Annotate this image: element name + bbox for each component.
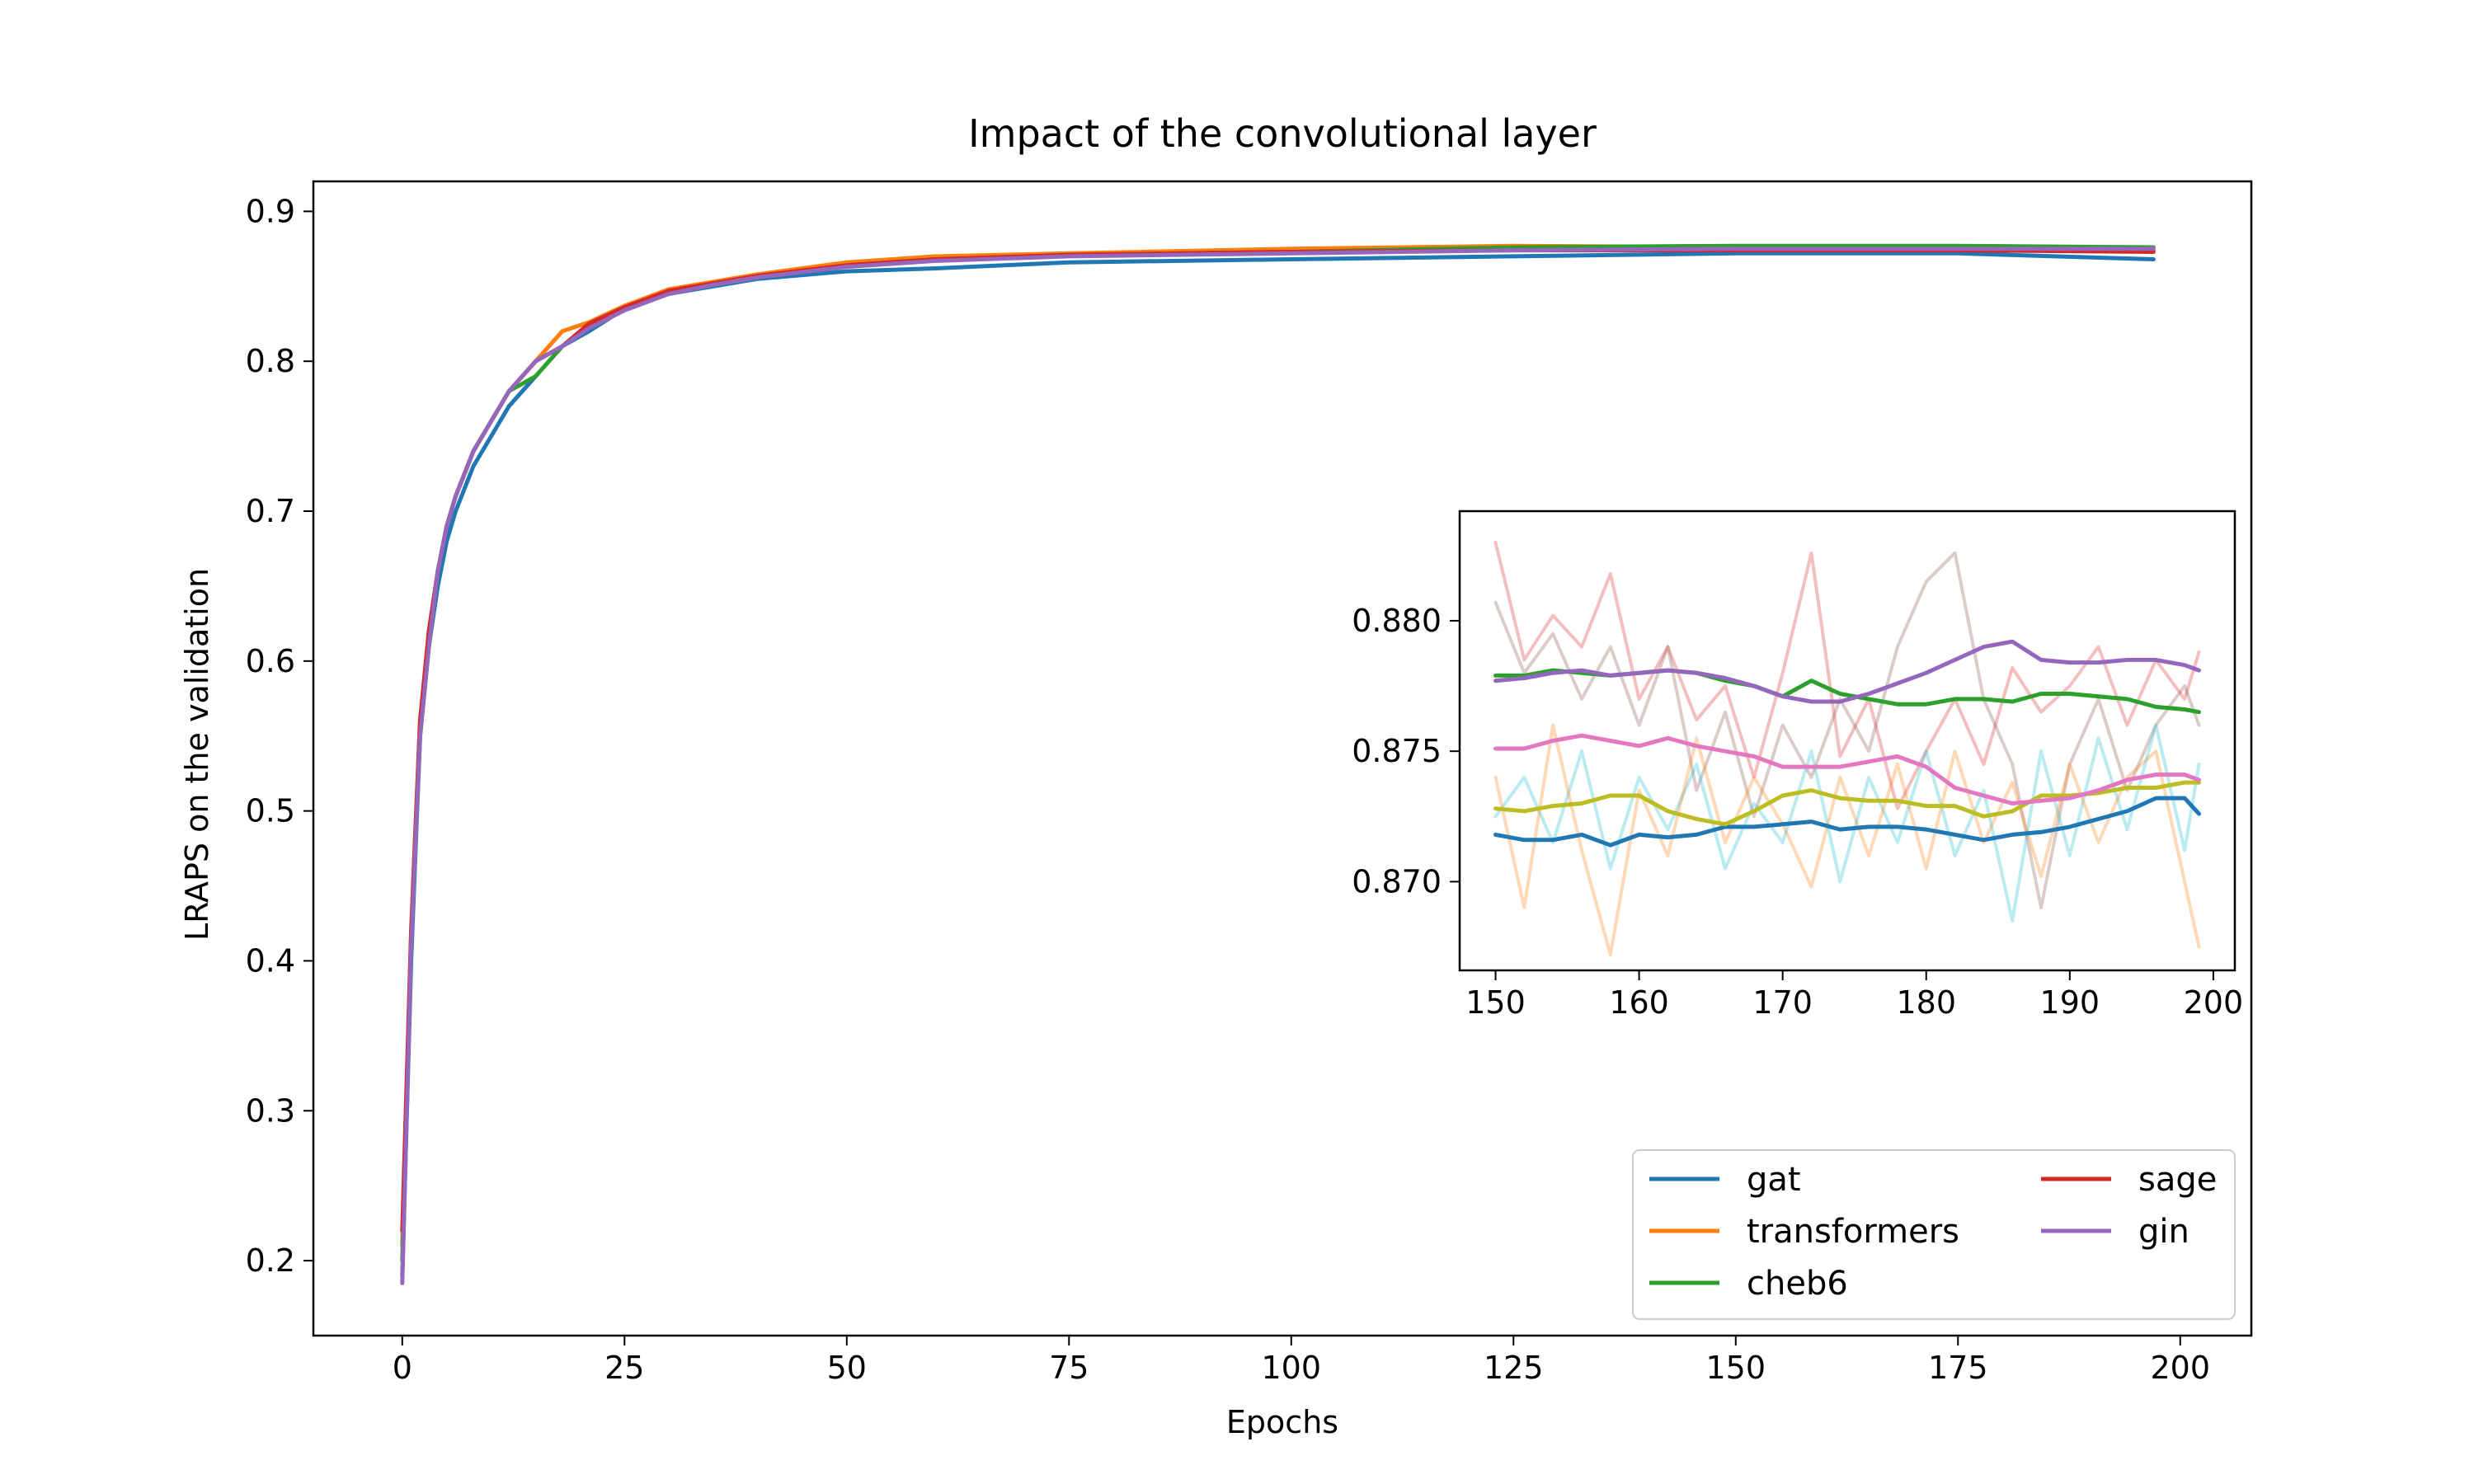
inset-line-series-8 [1493,723,2201,956]
main-x-tick-label: 200 [2150,1350,2210,1386]
main-x-tick-label: 50 [827,1350,867,1386]
inset-y-tick-label: 0.880 [1352,603,1442,639]
main-x-tick-label: 100 [1262,1350,1322,1386]
legend-label-cheb6: cheb6 [1747,1265,1848,1303]
inset-frame [1458,510,2236,972]
main-y-tick-label: 0.3 [246,1092,295,1129]
y-axis-title: LRAPS on the validation [179,568,215,941]
inset-line-series-4 [1493,639,2201,704]
legend: gat transformers cheb6 sage gin [1632,1149,2236,1320]
x-axis-title: Epochs [1226,1404,1338,1440]
inset-x-tick-label: 200 [2184,984,2244,1021]
inset-x-tick-label: 160 [1609,984,1669,1021]
inset-line-series-0 [1493,796,2201,848]
main-y-tick-label: 0.8 [246,343,295,379]
inset-x-tick-label: 150 [1465,984,1526,1021]
main-x-tick-label: 0 [393,1350,412,1386]
main-y-tick-label: 0.2 [246,1242,295,1279]
inset-x-tick-label: 190 [2040,984,2100,1021]
legend-label-gat: gat [1747,1161,1801,1199]
main-x-tick-label: 75 [1049,1350,1089,1386]
inset-y-tick-label: 0.875 [1352,733,1442,769]
inset-x-tick-label: 170 [1752,984,1813,1021]
legend-frame [1632,1149,2236,1320]
inset-line-series-5 [1493,541,2201,810]
main-y-tick-label: 0.9 [246,193,295,229]
main-y-tick-label: 0.4 [246,942,295,979]
inset-line-series-2 [1493,733,2201,805]
legend-label-transformers: transformers [1747,1213,1959,1251]
main-line-gin [400,247,2156,1285]
inset-x-tick-label: 180 [1896,984,1956,1021]
main-y-tick-label: 0.6 [246,643,295,679]
chart-title: Impact of the convolutional layer [968,111,1597,156]
legend-label-gin: gin [2138,1213,2189,1251]
inset-plot-area: 150 160 170 180 190 200 0.870 0.875 0.880 [1352,510,2244,1021]
main-x-tick-label: 150 [1706,1350,1766,1386]
main-y-tick-label: 0.7 [246,493,295,529]
inset-y-tick-label: 0.870 [1352,863,1442,899]
legend-label-sage: sage [2138,1161,2217,1199]
main-x-tick-label: 25 [604,1350,644,1386]
main-x-tick-label: 175 [1928,1350,1988,1386]
main-y-tick-label: 0.5 [246,793,295,829]
inset-line-series-6 [1493,551,2201,909]
main-x-tick-label: 125 [1484,1350,1544,1386]
